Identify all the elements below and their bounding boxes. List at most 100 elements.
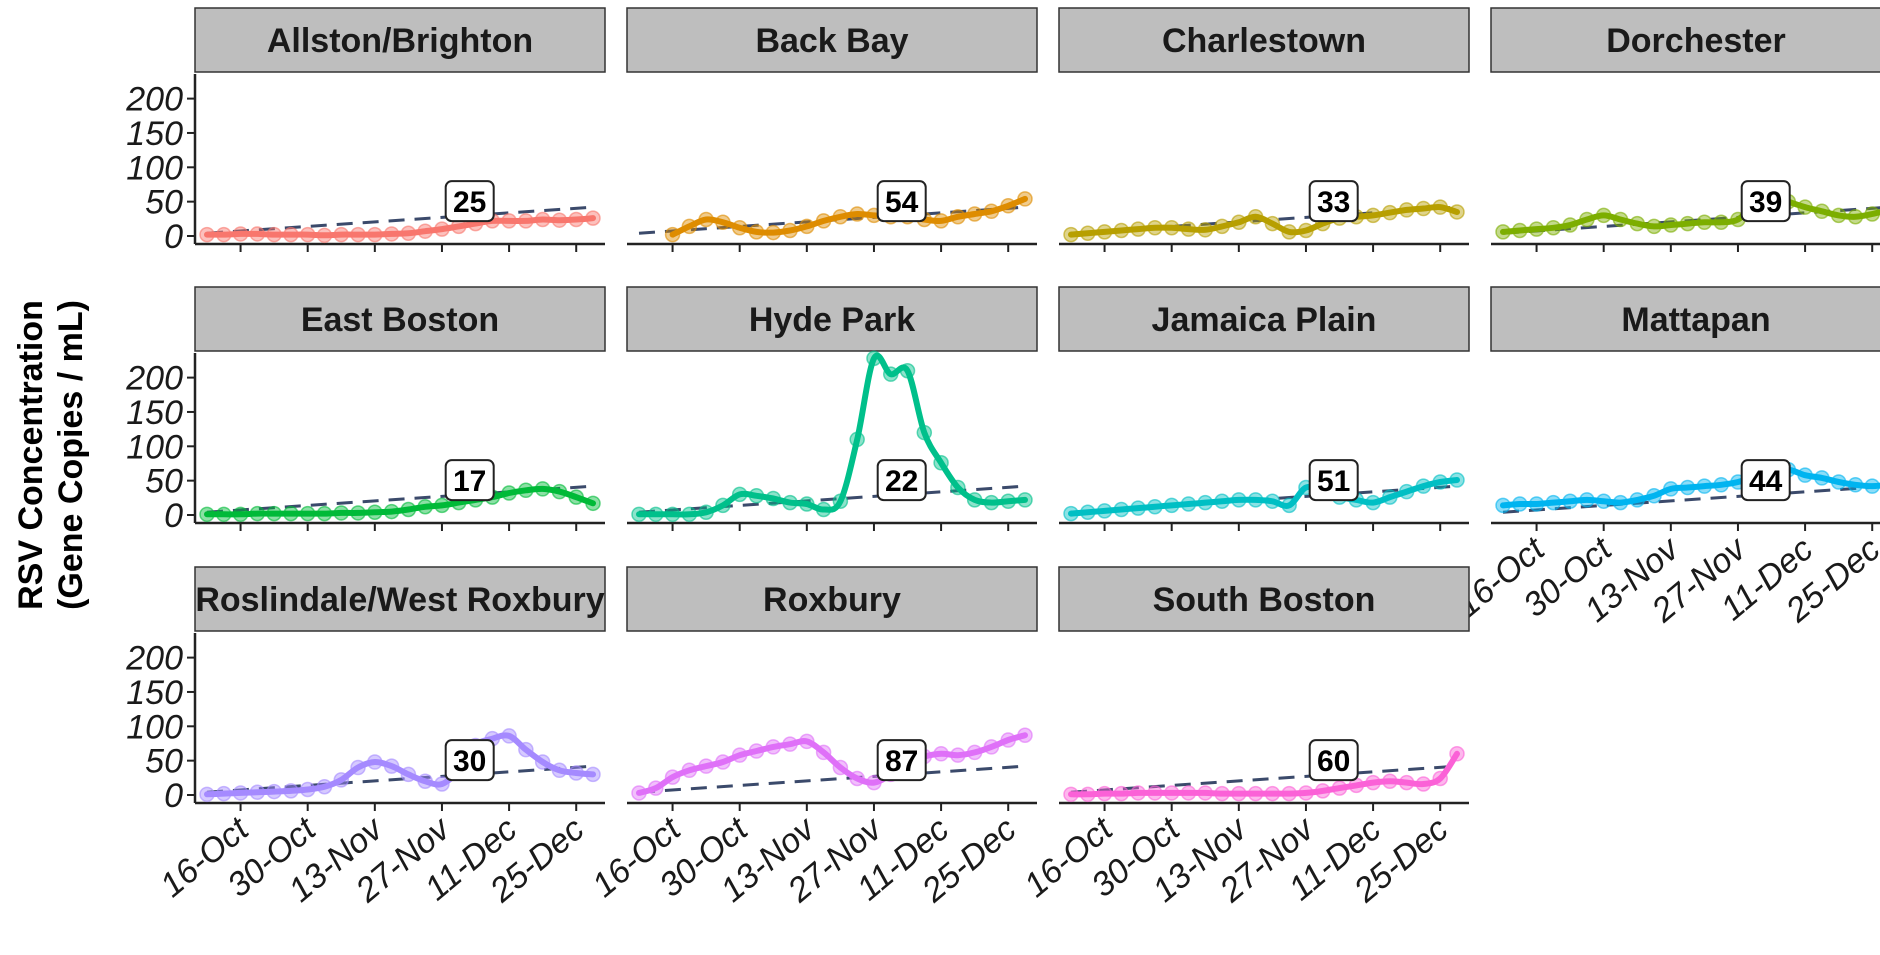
y-tick-label: 150 [126, 115, 183, 153]
y-tick-label: 100 [126, 708, 183, 746]
y-tick-label: 150 [126, 674, 183, 712]
series-line [204, 215, 596, 239]
value-label: 44 [1740, 459, 1791, 502]
panel-dorchester: Dorchester 39 [1490, 7, 1880, 252]
value-label-text: 39 [1749, 186, 1782, 219]
value-label-box [1308, 739, 1359, 782]
value-label: 87 [876, 739, 927, 782]
panel-title: Mattapan [1621, 301, 1770, 339]
y-axis-title-line: (Gene Copies / mL) [52, 300, 90, 610]
value-label-text: 87 [885, 745, 918, 778]
panel-title: Dorchester [1606, 22, 1786, 60]
value-label-text: 60 [1317, 745, 1350, 778]
panel-back-bay: Back Bay 54 [626, 7, 1038, 252]
y-tick-label: 50 [145, 743, 183, 781]
panel-charlestown: Charlestown 33 [1058, 7, 1470, 252]
panel-mattapan: Mattapan16-Oct30-Oct13-Nov27-Nov11-Dec25… [1449, 286, 1880, 630]
value-label-text: 22 [885, 465, 918, 498]
panel-strip [1058, 566, 1470, 632]
value-label-box [876, 459, 927, 502]
value-label: 54 [876, 180, 927, 223]
panel-title: Hyde Park [749, 301, 915, 339]
value-label-box [1740, 459, 1791, 502]
trend-line [206, 764, 594, 794]
value-label-text: 33 [1317, 186, 1350, 219]
y-tick-label: 100 [126, 149, 183, 187]
y-tick-label: 150 [126, 394, 183, 432]
value-label: 30 [444, 739, 495, 782]
value-label-text: 17 [453, 465, 486, 498]
panel-strip [1490, 7, 1880, 73]
panel-title: Roxbury [763, 581, 901, 619]
panel-strip [194, 566, 606, 632]
panel-strip [194, 286, 606, 352]
panel-title: Back Bay [755, 22, 908, 60]
series-line [636, 352, 1028, 518]
value-label-box [444, 739, 495, 782]
trend-line [1070, 764, 1458, 794]
series-line [669, 195, 1028, 238]
value-label: 33 [1308, 180, 1359, 223]
y-tick-label: 200 [125, 81, 183, 119]
value-label-box [444, 180, 495, 223]
value-label: 22 [876, 459, 927, 502]
value-label-box [876, 739, 927, 782]
value-label-box [1740, 180, 1791, 223]
panel-roslindale-west-roxbury: Roslindale/West Roxbury16-Oct30-Oct13-No… [125, 566, 606, 910]
series-line [204, 732, 596, 798]
value-label-text: 25 [453, 186, 486, 219]
panel-title: Jamaica Plain [1152, 301, 1377, 339]
series-line [1068, 477, 1460, 517]
panel-title: South Boston [1153, 581, 1376, 619]
series-line [636, 732, 1028, 796]
series-line [1500, 193, 1880, 235]
series-line [1068, 750, 1460, 798]
panel-title: Allston/Brighton [267, 22, 533, 60]
panel-title: Charlestown [1162, 22, 1366, 60]
panel-hyde-park: Hyde Park 22 [626, 286, 1038, 531]
panel-title: East Boston [301, 301, 499, 339]
y-tick-label: 200 [125, 360, 183, 398]
value-label-box [444, 459, 495, 502]
value-label-text: 51 [1317, 465, 1350, 498]
value-label: 60 [1308, 739, 1359, 782]
value-label-box [1308, 180, 1359, 223]
panel-strip [1058, 286, 1470, 352]
panel-roxbury: Roxbury16-Oct30-Oct13-Nov27-Nov11-Dec25-… [585, 566, 1038, 910]
y-tick-label: 50 [145, 184, 183, 222]
y-tick-label: 50 [145, 463, 183, 501]
value-label: 25 [444, 180, 495, 223]
value-label-text: 30 [453, 745, 486, 778]
trend-line [638, 764, 1026, 794]
panel-jamaica-plain: Jamaica Plain 51 [1058, 286, 1470, 531]
value-label: 17 [444, 459, 495, 502]
panel-strip [626, 7, 1038, 73]
y-axis-title: RSV Concentration (Gene Copies / mL) [12, 300, 90, 610]
panel-strip [626, 286, 1038, 352]
series-line [1500, 466, 1880, 509]
panel-strip [1490, 286, 1880, 352]
value-label-text: 44 [1749, 465, 1783, 498]
panel-title: Roslindale/West Roxbury [195, 581, 604, 619]
panel-strip [1058, 7, 1470, 73]
y-tick-label: 200 [125, 640, 183, 678]
value-label-text: 54 [885, 186, 919, 219]
value-label: 51 [1308, 459, 1359, 502]
value-label: 39 [1740, 180, 1791, 223]
value-label-box [876, 180, 927, 223]
panel-strip [626, 566, 1038, 632]
y-tick-label: 0 [164, 497, 183, 535]
y-tick-label: 0 [164, 777, 183, 815]
panel-strip [194, 7, 606, 73]
y-axis-title-line: RSV Concentration [12, 300, 50, 610]
y-tick-label: 100 [126, 428, 183, 466]
series-line [1068, 204, 1460, 238]
panel-south-boston: South Boston16-Oct30-Oct13-Nov27-Nov11-D… [1017, 566, 1470, 910]
y-tick-label: 0 [164, 218, 183, 256]
value-label-box [1308, 459, 1359, 502]
series-line [204, 485, 596, 518]
